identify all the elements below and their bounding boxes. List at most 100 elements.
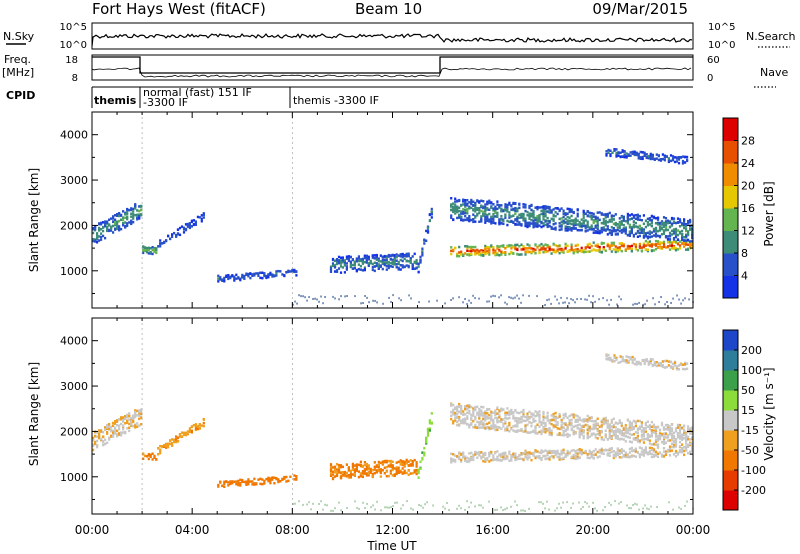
scatter-cell: [600, 452, 603, 455]
scatter-cell: [664, 450, 668, 453]
scatter-cell: [401, 252, 404, 256]
scatter-cell: [365, 468, 368, 471]
scatter-cell: [458, 215, 461, 219]
scatter-cell: [550, 217, 553, 221]
scatter-cell: [200, 217, 203, 221]
scatter-cell: [678, 437, 682, 440]
x-tick-label: 16:00: [475, 523, 510, 537]
scatter-cell: [333, 468, 337, 471]
scatter-cell: [398, 297, 400, 300]
scatter-cell: [470, 422, 473, 425]
scatter-cell: [672, 217, 676, 220]
scatter-cell: [572, 432, 575, 436]
scatter-cell: [681, 155, 685, 158]
scatter-cell: [399, 469, 402, 472]
scatter-cell: [648, 232, 651, 236]
beam-label: Beam 10: [355, 0, 422, 18]
scatter-cell: [488, 246, 491, 249]
scatter-cell: [691, 437, 694, 441]
scatter-cell: [492, 423, 495, 427]
scatter-cell: [604, 228, 607, 231]
scatter-cell: [530, 412, 533, 416]
scatter-cell: [687, 430, 690, 434]
scatter-cell: [486, 458, 489, 462]
scatter-cell: [163, 443, 166, 447]
scatter-cell: [102, 431, 105, 434]
scatter-cell: [217, 485, 220, 488]
scatter-cell: [590, 249, 593, 252]
scatter-cell: [347, 257, 350, 261]
scatter-cell: [92, 448, 95, 452]
colorbar-tick-label: 4: [741, 270, 748, 283]
scatter-cell: [371, 472, 374, 476]
scatter-cell: [389, 465, 392, 468]
scatter-cell: [273, 476, 276, 479]
scatter-cell: [292, 303, 294, 306]
scatter-cell: [532, 249, 535, 253]
scatter-cell: [295, 478, 298, 481]
scatter-cell: [349, 263, 352, 266]
scatter-cell: [604, 506, 606, 508]
scatter-cell: [528, 246, 531, 250]
scatter-cell: [598, 248, 601, 251]
scatter-cell: [351, 258, 354, 262]
scatter-cell: [608, 454, 611, 457]
scatter-cell: [618, 419, 621, 422]
scatter-cell: [672, 245, 676, 248]
scatter-cell: [620, 231, 623, 234]
scatter-cell: [560, 451, 563, 454]
scatter-cell: [683, 453, 686, 457]
scatter-cell: [628, 247, 631, 250]
scatter-cell: [674, 449, 678, 453]
scatter-cell: [138, 209, 141, 213]
scatter-cell: [616, 246, 619, 250]
scatter-cell: [333, 465, 337, 469]
scatter-cell: [144, 246, 147, 249]
scatter-cell: [546, 250, 549, 253]
scatter-cell: [512, 245, 515, 249]
scatter-cell: [568, 219, 571, 223]
scatter-cell: [664, 303, 666, 306]
scatter-cell: [668, 225, 672, 229]
scatter-cell: [649, 358, 652, 361]
scatter-cell: [484, 244, 487, 248]
scatter-cell: [462, 420, 465, 423]
scatter-cell: [532, 225, 535, 229]
scatter-cell: [397, 471, 400, 474]
scatter-cell: [480, 422, 483, 426]
scatter-cell: [494, 215, 497, 218]
scatter-cell: [116, 433, 119, 436]
nave-label: Nave: [760, 66, 788, 79]
scatter-cell: [554, 215, 557, 218]
scatter-cell: [500, 418, 503, 421]
scatter-cell: [106, 220, 109, 223]
scatter-cell: [399, 258, 402, 262]
scatter-cell: [572, 454, 575, 457]
scatter-cell: [636, 503, 638, 506]
scatter-cell: [502, 209, 505, 213]
scatter-cell: [112, 421, 115, 425]
scatter-cell: [574, 457, 577, 461]
scatter-cell: [295, 477, 298, 480]
scatter-cell: [528, 417, 531, 420]
scatter-cell: [534, 206, 537, 209]
scatter-cell: [630, 217, 633, 220]
scatter-cell: [379, 468, 382, 471]
scatter-cell: [590, 226, 593, 229]
scatter-cell: [524, 209, 527, 213]
scatter-cell: [678, 449, 682, 452]
scatter-cell: [673, 156, 677, 159]
scatter-cell: [285, 480, 288, 483]
scatter-cell: [300, 295, 302, 298]
scatter-cell: [387, 464, 390, 467]
scatter-cell: [508, 459, 511, 462]
scatter-cell: [660, 241, 664, 245]
scatter-cell: [600, 448, 603, 452]
scatter-cell: [341, 465, 344, 469]
scatter-cell: [484, 426, 487, 430]
scatter-cell: [349, 265, 352, 268]
scatter-cell: [546, 245, 549, 249]
scatter-cell: [132, 419, 135, 423]
scatter-cell: [450, 216, 453, 219]
scatter-cell: [652, 297, 654, 300]
